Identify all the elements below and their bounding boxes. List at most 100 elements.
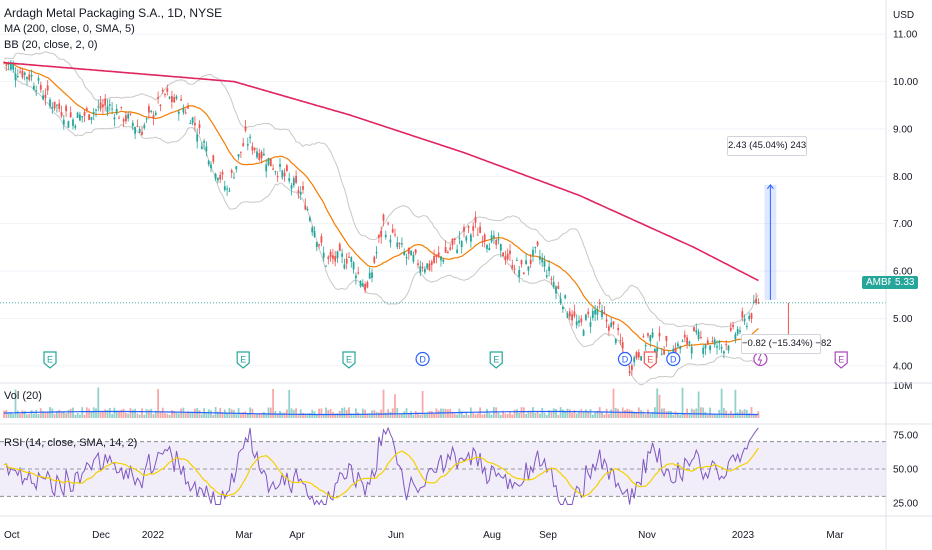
candle-body [679, 346, 682, 350]
candle-body [281, 170, 284, 178]
candle-body [219, 174, 222, 180]
candle-body [688, 341, 691, 344]
candle-body [711, 340, 714, 342]
candle-body [656, 348, 659, 352]
volume-bar [511, 414, 514, 418]
volume-bar [115, 410, 118, 418]
candle-body [120, 106, 123, 108]
candle-body [430, 261, 433, 265]
volume-bar [164, 413, 166, 418]
candle-body [481, 241, 484, 243]
candle-body [157, 97, 159, 99]
earnings-marker [643, 351, 657, 369]
volume-bars [3, 387, 760, 418]
last-price-badge: 5.33 [891, 276, 919, 289]
candle-body [46, 85, 49, 91]
candle-body [113, 117, 116, 120]
volume-bar [739, 409, 741, 418]
candle-body [99, 102, 102, 109]
volume-bar [51, 408, 54, 418]
candle-body [97, 106, 100, 108]
candle-body [548, 266, 550, 271]
candle-body [488, 247, 491, 251]
dividend-marker [415, 351, 430, 367]
candle-body [304, 205, 307, 210]
volume-bar [750, 407, 753, 418]
volume-bar [513, 409, 516, 418]
time-tick: 2022 [142, 530, 165, 541]
candle-body [258, 153, 261, 160]
candle-body [233, 177, 235, 179]
volume-bar [35, 409, 38, 418]
candle-body [95, 109, 97, 111]
candle-body [716, 346, 718, 348]
volume-bar [529, 411, 532, 418]
volume-bar [378, 412, 380, 418]
candle-body [42, 95, 44, 100]
candle-body [603, 312, 606, 314]
volume-bar [605, 408, 608, 418]
candle-body [720, 346, 723, 349]
volume-bar [205, 412, 208, 418]
candle-body [118, 117, 120, 119]
ma-legend[interactable]: MA (200, close, 0, SMA, 5) [4, 23, 135, 35]
candle-body [299, 191, 302, 195]
volume-bar [709, 407, 711, 418]
candle-body [79, 114, 81, 121]
candle-body [141, 131, 143, 136]
earnings-marker [834, 351, 848, 369]
candle-body [159, 104, 162, 107]
event-label: D [622, 355, 629, 365]
volume-bar [350, 413, 353, 418]
candle-body [226, 188, 228, 190]
candle-body [290, 185, 293, 189]
volume-bar [534, 412, 537, 418]
candle-body [543, 261, 546, 267]
time-tick: Aug [483, 530, 501, 541]
candle-body [566, 313, 569, 318]
volume-bar [221, 412, 224, 418]
volume-bar [587, 410, 590, 418]
volume-bar [683, 413, 686, 418]
candle-body [138, 128, 141, 133]
candle-body [56, 104, 58, 106]
volume-bar [665, 411, 668, 418]
volume-bar [414, 411, 417, 418]
candle-body [495, 239, 498, 245]
volume-bar [143, 414, 146, 418]
candle-body [525, 260, 527, 264]
volume-bar [463, 414, 465, 418]
volume-bar [226, 412, 228, 418]
candle-body [575, 321, 578, 326]
price-tick: 6.00 [893, 267, 913, 278]
volume-bar [493, 407, 495, 418]
volume-legend[interactable]: Vol (20) [4, 390, 42, 402]
volume-bar [548, 410, 550, 418]
candle-body [734, 333, 737, 340]
rsi-line [3, 426, 759, 506]
candle-body [127, 113, 130, 119]
volume-bar [520, 407, 523, 418]
candle-body [442, 259, 445, 262]
volume-bar [681, 387, 684, 418]
time-tick: 2023 [732, 530, 755, 541]
bb-legend[interactable]: BB (20, close, 2, 0) [4, 39, 98, 51]
candle-body [145, 118, 148, 120]
candle-body [697, 331, 700, 339]
candle-body [35, 90, 38, 92]
candle-body [686, 337, 688, 344]
volume-bar [111, 414, 113, 418]
price-tick: 8.00 [893, 172, 913, 183]
chart-title: Ardagh Metal Packaging S.A., 1D, NYSE [4, 6, 223, 20]
volume-bar [180, 408, 182, 418]
volume-bar [269, 407, 272, 418]
volume-bar [113, 407, 116, 418]
volume-bar [465, 412, 468, 418]
rsi-legend[interactable]: RSI (14, close, SMA, 14, 2) [4, 437, 138, 449]
dividend-marker [666, 351, 681, 367]
volume-bar [138, 414, 141, 418]
candle-body [283, 172, 286, 177]
candle-body [21, 70, 24, 78]
